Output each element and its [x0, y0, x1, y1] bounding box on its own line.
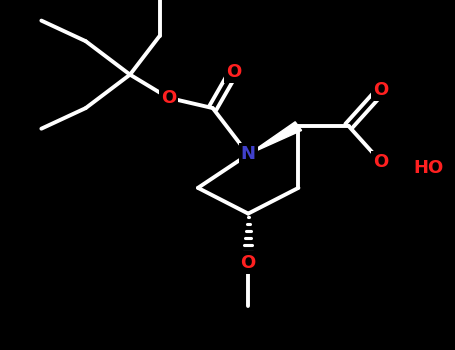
Text: O: O	[241, 253, 256, 272]
Text: O: O	[374, 153, 389, 171]
Polygon shape	[248, 122, 302, 154]
Text: O: O	[161, 89, 176, 107]
Text: O: O	[374, 81, 389, 99]
Text: HO: HO	[414, 159, 444, 177]
Text: O: O	[226, 63, 241, 81]
Text: N: N	[241, 145, 256, 163]
